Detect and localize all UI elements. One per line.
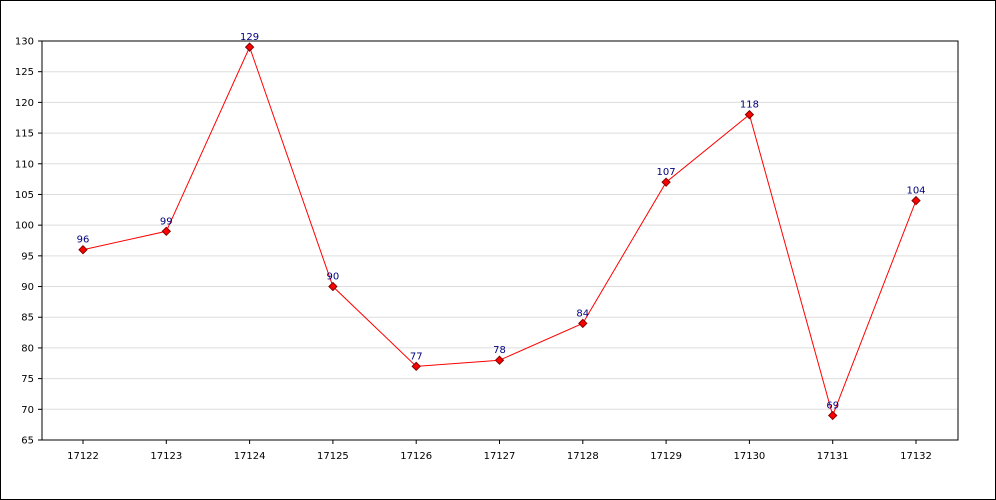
data-label: 104 [906,186,925,197]
data-label: 118 [740,100,759,111]
data-point [827,410,838,421]
x-tick-label: 17127 [484,451,516,462]
data-label: 77 [410,351,423,362]
y-tick-label: 80 [21,343,34,354]
y-tick-label: 65 [21,436,34,447]
data-label: 84 [576,308,589,319]
plot-area [41,40,959,441]
x-tick-label: 17125 [317,451,349,462]
marker-layer [78,42,921,421]
y-tick-label: 130 [15,37,34,48]
x-tick-label: 17128 [567,451,599,462]
data-label-layer: 96 99 129 90 77 78 84 107 118 69 104 [77,32,926,411]
y-tick-label: 100 [15,221,34,232]
y-tick-label: 70 [21,405,34,416]
x-tick-label: 17132 [900,451,932,462]
data-point [328,281,338,292]
data-point [744,109,755,120]
data-label: 78 [493,345,506,356]
data-point [911,195,921,206]
y-tick-label: 120 [15,98,34,109]
y-tick-label: 85 [21,313,34,324]
x-tick-label: 17129 [650,451,682,462]
y-tick-label: 115 [15,129,34,140]
y-tick-label: 125 [15,67,34,78]
gridlines [42,71,958,410]
data-point [78,245,88,255]
data-label: 69 [826,400,839,411]
data-label: 107 [657,167,676,178]
x-tick-label: 17131 [817,451,849,462]
data-label: 90 [327,272,340,283]
x-tick-label: 17122 [67,451,99,462]
data-point [494,355,505,365]
data-label: 99 [160,216,173,227]
data-point [578,318,588,329]
data-point [661,177,671,187]
x-axis-ticks: 17122 17123 17124 17125 17126 17127 17128 17129… [67,440,932,462]
data-label: 129 [240,32,259,43]
y-axis-ticks: 65 70 75 80 85 90 95 100 105 110 115 120 125 130 [15,37,42,447]
y-tick-label: 110 [15,159,34,170]
x-tick-label: 17130 [733,451,765,462]
y-tick-label: 95 [21,251,34,262]
data-point [411,361,421,372]
x-tick-label: 17123 [150,451,182,462]
y-tick-label: 90 [21,282,34,293]
data-point [244,42,255,52]
data-label: 96 [77,235,90,246]
x-tick-label: 17124 [234,451,266,462]
y-tick-label: 105 [15,190,34,201]
data-point [161,226,172,236]
y-tick-label: 75 [21,374,34,385]
x-tick-label: 17126 [400,451,432,462]
